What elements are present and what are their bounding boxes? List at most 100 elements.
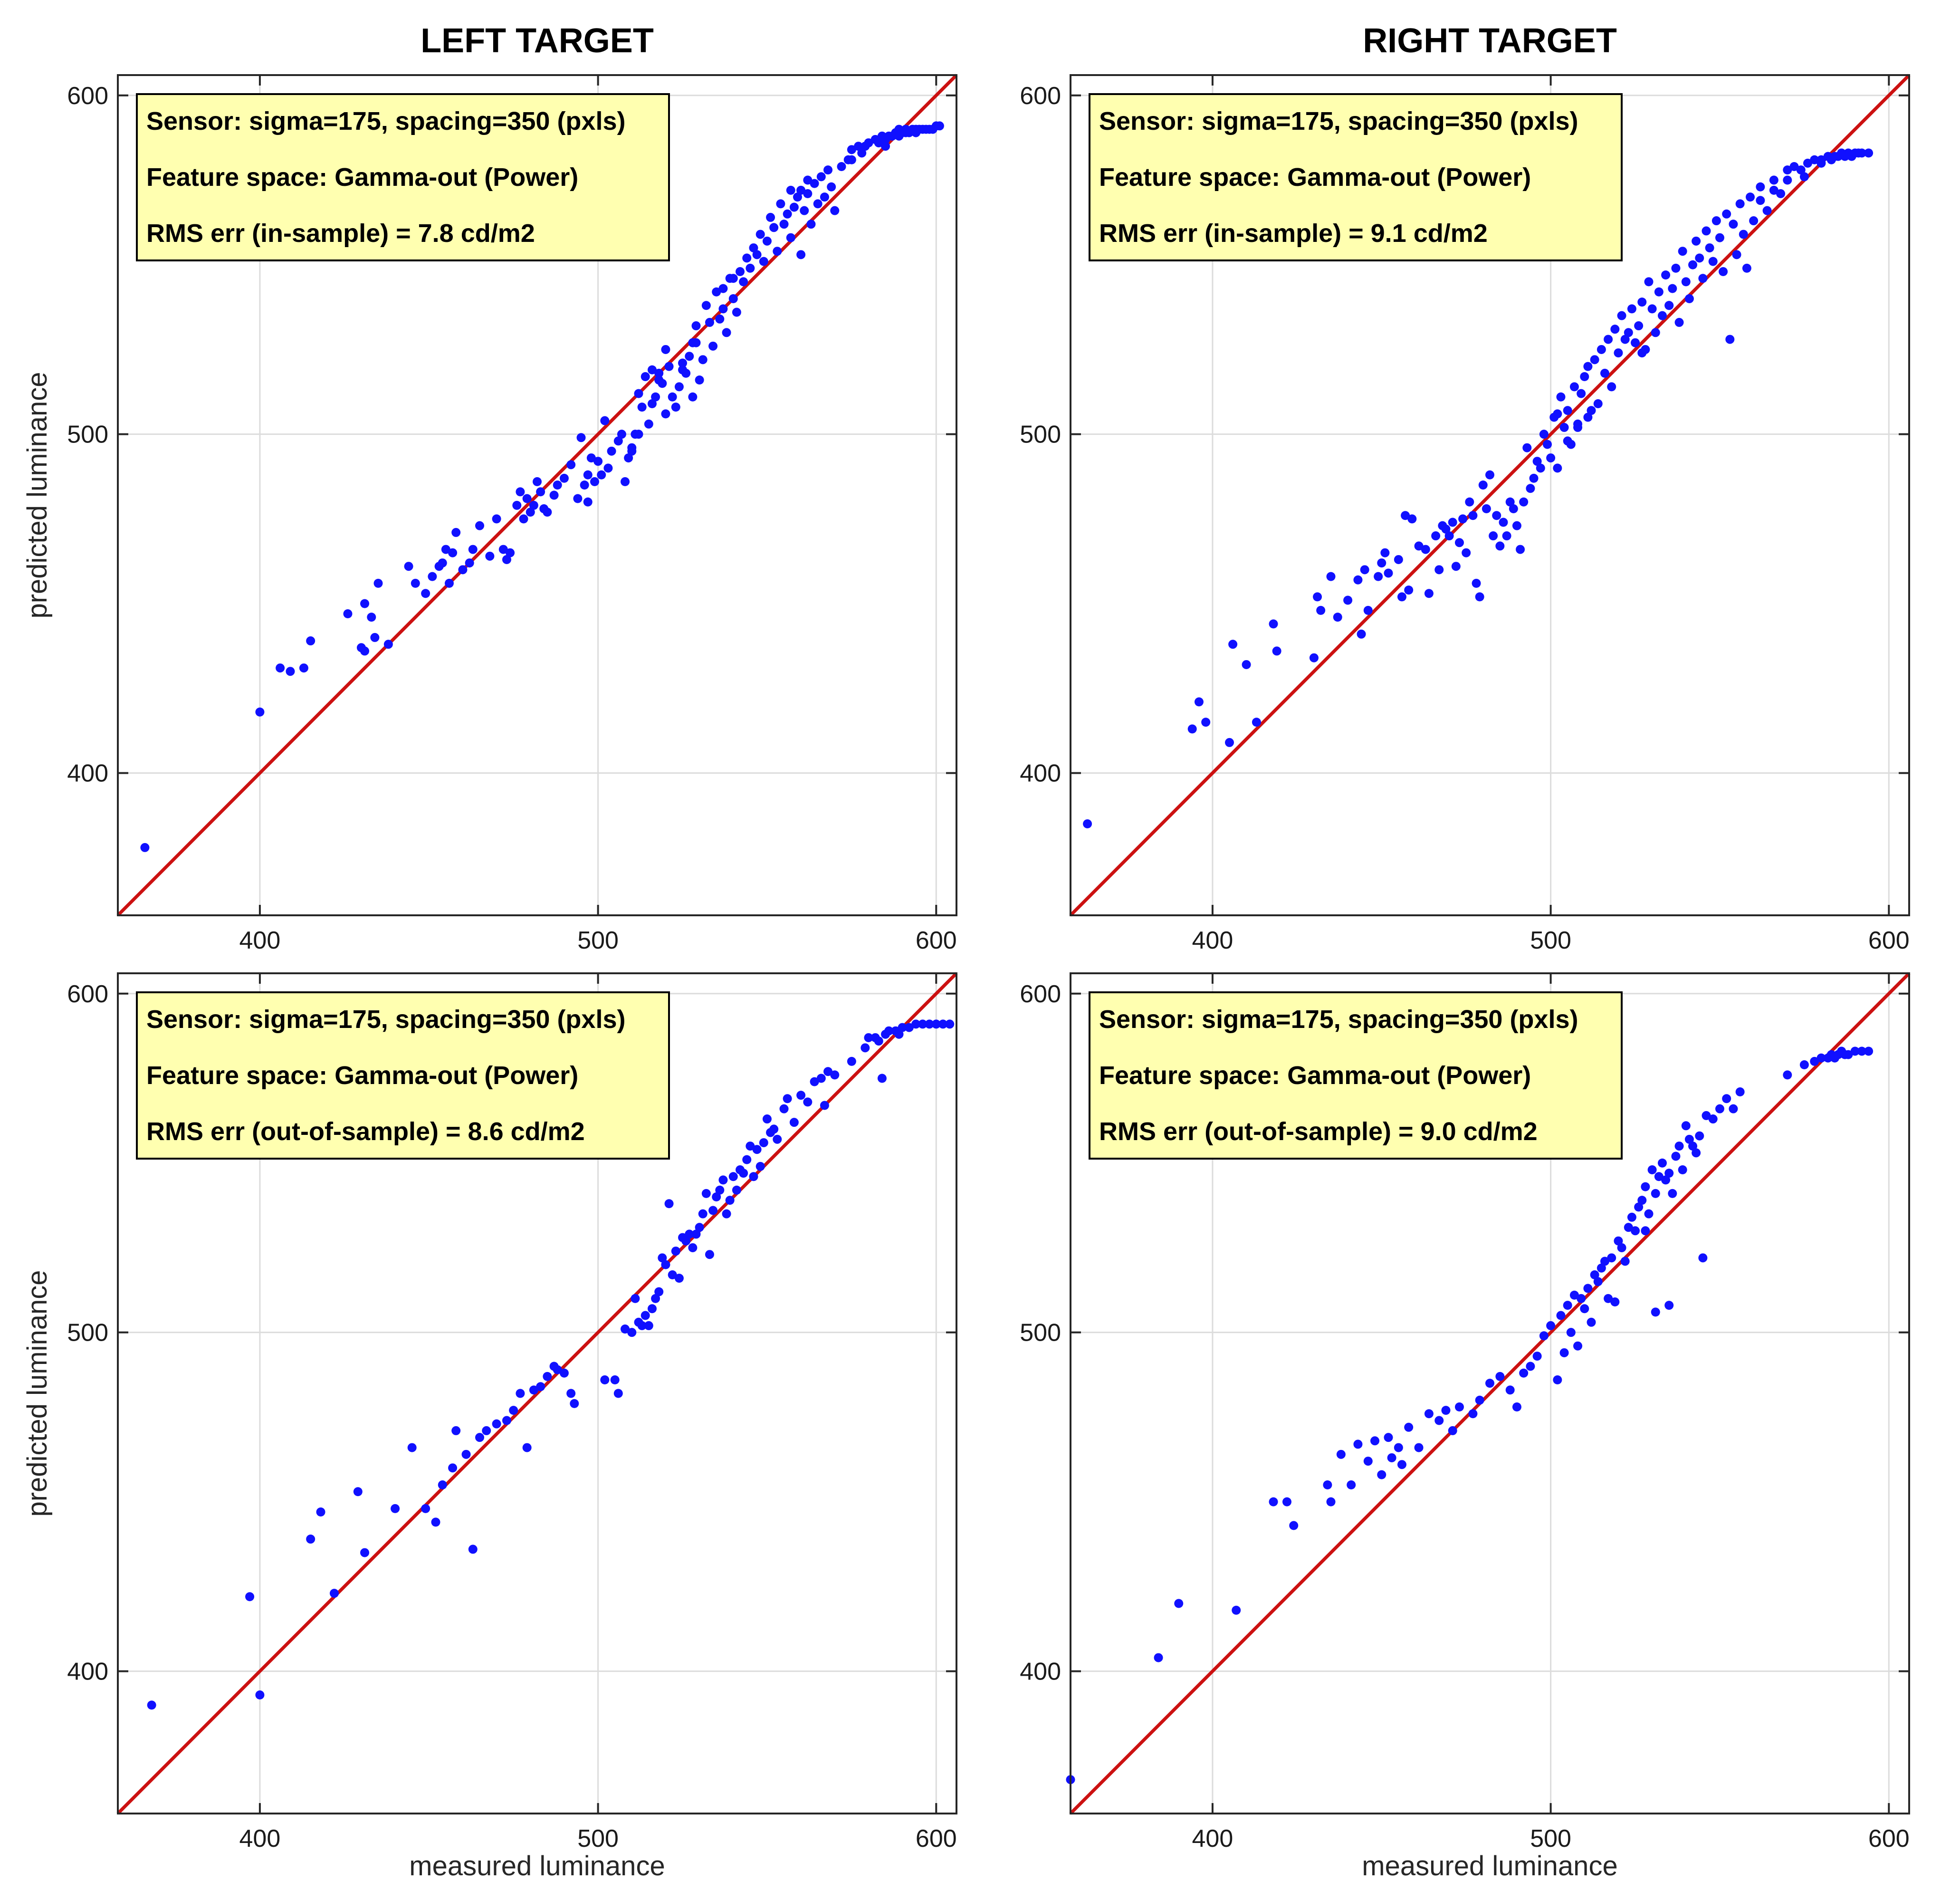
data-point bbox=[306, 636, 316, 646]
data-point bbox=[661, 1260, 670, 1269]
data-point bbox=[1201, 718, 1211, 727]
data-point bbox=[1654, 287, 1664, 297]
data-point bbox=[421, 1504, 430, 1513]
data-point bbox=[1668, 284, 1677, 293]
data-point bbox=[1083, 819, 1092, 829]
data-point bbox=[708, 341, 718, 351]
data-point bbox=[1384, 1433, 1393, 1442]
data-point bbox=[1647, 304, 1657, 314]
x-tick-label: 500 bbox=[1530, 1825, 1571, 1852]
data-point bbox=[701, 301, 711, 310]
data-point bbox=[701, 1189, 711, 1198]
data-point bbox=[881, 142, 890, 151]
data-point bbox=[1844, 1050, 1853, 1059]
data-point bbox=[1370, 1436, 1380, 1446]
annotation-feature-space: Feature space: Gamma-out (Power) bbox=[146, 1061, 578, 1090]
data-point bbox=[1715, 1104, 1724, 1113]
panel-left-target-out-of-sample: 400 500 600 400 500 600 Sensor: sigma=175, sp… bbox=[22, 972, 958, 1881]
data-point bbox=[1539, 1331, 1549, 1341]
annotation-background bbox=[136, 991, 670, 1160]
data-point bbox=[1272, 646, 1281, 656]
data-point bbox=[796, 250, 806, 259]
data-point bbox=[644, 419, 653, 429]
data-point bbox=[370, 633, 380, 642]
data-point bbox=[715, 1185, 725, 1195]
data-point bbox=[428, 572, 437, 581]
data-point bbox=[391, 1504, 400, 1513]
data-point bbox=[857, 148, 867, 158]
data-point bbox=[1810, 1056, 1819, 1066]
data-point bbox=[1684, 294, 1694, 304]
data-point bbox=[1610, 1297, 1620, 1307]
data-point bbox=[1688, 1142, 1698, 1151]
data-point bbox=[1363, 1457, 1373, 1466]
data-point bbox=[752, 1145, 762, 1154]
data-point bbox=[847, 155, 856, 164]
data-point bbox=[644, 1321, 653, 1330]
data-point bbox=[1657, 1158, 1667, 1168]
data-point bbox=[1607, 382, 1616, 392]
data-point bbox=[762, 1114, 772, 1124]
data-point bbox=[755, 230, 765, 239]
data-point bbox=[1587, 406, 1596, 415]
annotation-rms-error: RMS err (out-of-sample) = 9.0 cd/m2 bbox=[1099, 1117, 1538, 1146]
data-point bbox=[1377, 1470, 1386, 1479]
data-point bbox=[783, 209, 792, 219]
data-point bbox=[1647, 1165, 1657, 1174]
data-point bbox=[1387, 1453, 1396, 1462]
data-points bbox=[1083, 148, 1874, 829]
data-point bbox=[810, 179, 819, 188]
data-point bbox=[1702, 226, 1711, 236]
y-tick-label: 400 bbox=[67, 760, 108, 787]
data-point bbox=[600, 416, 610, 425]
data-point bbox=[1397, 592, 1406, 602]
data-point bbox=[1512, 1402, 1521, 1412]
data-point bbox=[1597, 1263, 1606, 1273]
data-point bbox=[1441, 524, 1451, 534]
x-tick-label: 600 bbox=[916, 927, 957, 954]
data-point bbox=[276, 663, 285, 673]
data-point bbox=[1536, 463, 1545, 473]
data-point bbox=[938, 1019, 948, 1029]
data-point bbox=[1478, 480, 1488, 490]
data-point bbox=[1651, 328, 1660, 337]
data-point bbox=[779, 1104, 789, 1113]
data-point bbox=[140, 843, 150, 852]
x-tick-label: 600 bbox=[1868, 927, 1910, 954]
data-point bbox=[603, 463, 613, 473]
data-point bbox=[1631, 1226, 1640, 1236]
data-point bbox=[617, 430, 626, 439]
data-point bbox=[1671, 1152, 1681, 1161]
data-point bbox=[1384, 568, 1393, 578]
data-point bbox=[820, 192, 829, 202]
y-axis-label: predicted luminance bbox=[22, 372, 53, 618]
data-point bbox=[830, 1070, 840, 1080]
data-point bbox=[698, 1209, 708, 1219]
data-point bbox=[746, 1142, 755, 1151]
annotation-feature-space: Feature space: Gamma-out (Power) bbox=[1099, 1061, 1531, 1090]
data-point bbox=[874, 138, 883, 148]
data-point bbox=[685, 1229, 694, 1239]
data-point bbox=[1363, 605, 1373, 615]
data-point bbox=[1746, 192, 1755, 202]
data-point bbox=[664, 1199, 674, 1209]
data-point bbox=[1482, 504, 1491, 514]
x-tick-label: 400 bbox=[1192, 927, 1233, 954]
data-point bbox=[773, 1134, 782, 1144]
data-point bbox=[874, 1036, 883, 1046]
data-point bbox=[1590, 355, 1599, 365]
panel-left-target-in-sample: 400 500 600 400 500 600 Sensor: sigma=175, sp… bbox=[22, 22, 958, 954]
data-point bbox=[671, 1247, 680, 1256]
data-point bbox=[786, 233, 795, 242]
data-point bbox=[746, 263, 755, 273]
data-point bbox=[654, 375, 664, 385]
data-point bbox=[877, 1074, 887, 1083]
data-point bbox=[637, 403, 647, 412]
data-point bbox=[1377, 558, 1386, 568]
data-point bbox=[1864, 148, 1874, 158]
data-point bbox=[1644, 277, 1654, 287]
data-point bbox=[1434, 565, 1444, 575]
data-point bbox=[732, 1185, 741, 1195]
data-point bbox=[732, 307, 741, 317]
data-point bbox=[583, 497, 593, 507]
